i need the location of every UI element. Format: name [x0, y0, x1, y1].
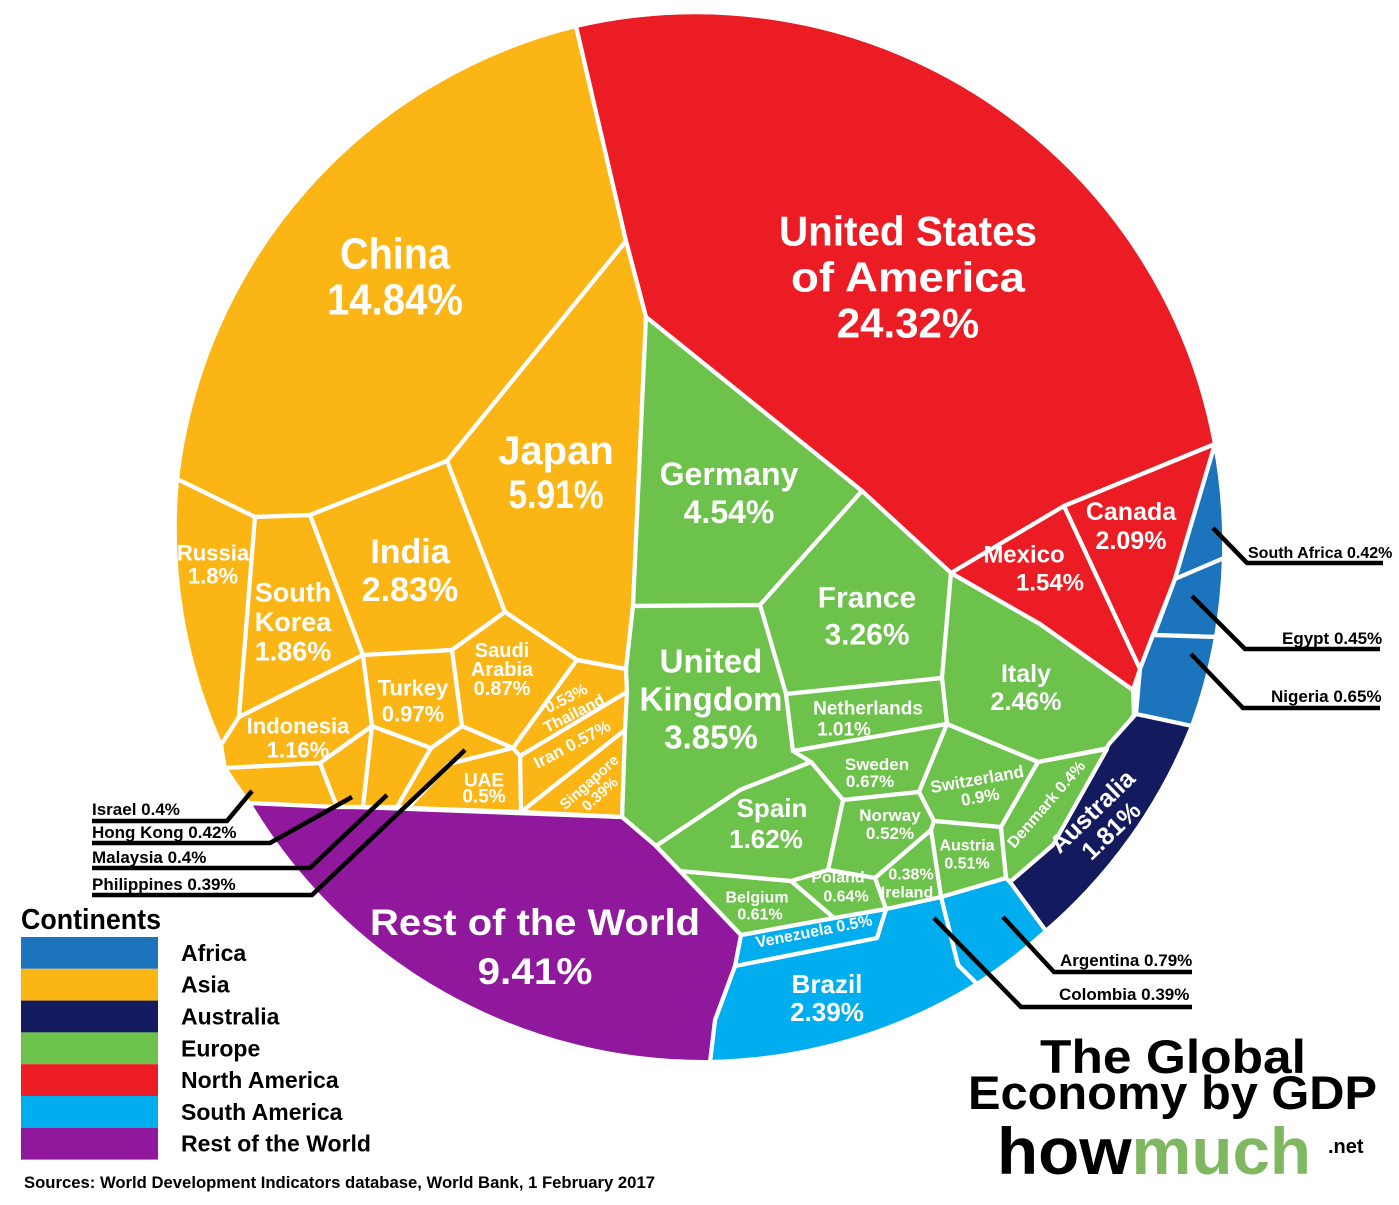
svg-text:0.52%: 0.52%	[866, 824, 914, 843]
svg-text:1.86%: 1.86%	[255, 637, 332, 667]
svg-text:North America: North America	[181, 1067, 339, 1093]
svg-text:Ireland: Ireland	[881, 885, 933, 902]
svg-text:Africa: Africa	[181, 940, 246, 966]
svg-text:4.54%: 4.54%	[684, 494, 775, 530]
svg-text:Austria: Austria	[939, 838, 994, 855]
svg-text:0.38%: 0.38%	[888, 867, 933, 884]
svg-text:Kingdom: Kingdom	[640, 681, 783, 718]
svg-text:France: France	[818, 582, 916, 615]
svg-text:.net: .net	[1328, 1136, 1364, 1158]
svg-text:Indonesia: Indonesia	[247, 714, 350, 739]
svg-text:United States: United States	[779, 208, 1037, 255]
svg-text:Spain: Spain	[737, 793, 808, 823]
svg-text:UAE: UAE	[464, 771, 504, 792]
svg-text:0.51%: 0.51%	[944, 856, 989, 873]
svg-text:Sources: World Development Ind: Sources: World Development Indicators da…	[24, 1173, 655, 1192]
svg-text:Europe: Europe	[181, 1035, 260, 1061]
svg-text:Egypt 0.45%: Egypt 0.45%	[1282, 629, 1382, 648]
svg-text:South Africa 0.42%: South Africa 0.42%	[1248, 545, 1392, 562]
svg-text:1.01%: 1.01%	[817, 720, 871, 741]
svg-text:Sweden: Sweden	[845, 755, 909, 774]
svg-text:0.67%: 0.67%	[846, 772, 894, 791]
svg-text:Norway: Norway	[859, 806, 921, 825]
svg-text:Nigeria 0.65%: Nigeria 0.65%	[1271, 687, 1382, 706]
svg-text:Netherlands: Netherlands	[813, 699, 923, 720]
svg-text:Brazil: Brazil	[792, 969, 863, 999]
svg-text:China: China	[340, 229, 450, 278]
svg-text:24.32%: 24.32%	[837, 300, 979, 347]
svg-text:5.91%: 5.91%	[509, 473, 604, 517]
svg-text:1.16%: 1.16%	[267, 738, 329, 763]
svg-text:South America: South America	[181, 1099, 343, 1125]
svg-text:Economy by GDP: Economy by GDP	[968, 1066, 1377, 1119]
svg-text:3.85%: 3.85%	[664, 719, 758, 756]
svg-text:0.87%: 0.87%	[474, 678, 531, 700]
svg-text:0.5%: 0.5%	[462, 787, 505, 808]
svg-text:Argentina 0.79%: Argentina 0.79%	[1060, 951, 1192, 970]
svg-text:1.62%: 1.62%	[729, 824, 803, 854]
svg-text:Turkey: Turkey	[378, 676, 449, 701]
svg-text:South: South	[255, 578, 331, 608]
svg-text:howmuch: howmuch	[997, 1114, 1311, 1188]
svg-text:Philippines 0.39%: Philippines 0.39%	[92, 875, 236, 894]
svg-text:United: United	[660, 643, 763, 680]
svg-text:Hong Kong 0.42%: Hong Kong 0.42%	[92, 823, 237, 842]
svg-text:3.26%: 3.26%	[824, 619, 909, 652]
svg-text:2.83%: 2.83%	[362, 571, 458, 609]
svg-text:The Global: The Global	[1040, 1030, 1306, 1083]
svg-text:2.39%: 2.39%	[790, 997, 864, 1027]
svg-text:Belgium: Belgium	[725, 890, 788, 907]
svg-text:Japan: Japan	[498, 429, 614, 473]
svg-text:Poland: Poland	[811, 870, 864, 887]
svg-text:Arabia: Arabia	[471, 659, 534, 681]
svg-text:Malaysia 0.4%: Malaysia 0.4%	[92, 848, 206, 867]
svg-text:Asia: Asia	[181, 972, 230, 998]
svg-text:Colombia 0.39%: Colombia 0.39%	[1059, 985, 1189, 1004]
svg-text:0.61%: 0.61%	[737, 907, 782, 924]
svg-text:Germany: Germany	[660, 456, 799, 492]
svg-text:Russia: Russia	[177, 541, 250, 566]
svg-text:9.41%: 9.41%	[478, 951, 593, 992]
svg-text:Continents: Continents	[21, 904, 161, 936]
svg-text:Rest of the World: Rest of the World	[181, 1131, 371, 1157]
svg-text:Saudi: Saudi	[475, 640, 529, 662]
svg-text:2.46%: 2.46%	[991, 688, 1062, 716]
svg-text:Israel 0.4%: Israel 0.4%	[92, 800, 180, 819]
svg-text:14.84%: 14.84%	[327, 275, 463, 324]
svg-text:0.97%: 0.97%	[382, 702, 444, 727]
svg-text:Australia: Australia	[181, 1004, 280, 1030]
svg-text:2.09%: 2.09%	[1096, 527, 1167, 555]
svg-text:1.8%: 1.8%	[188, 564, 238, 589]
svg-text:Mexico: Mexico	[983, 541, 1064, 568]
svg-text:Canada: Canada	[1086, 498, 1177, 526]
svg-text:Italy: Italy	[1001, 660, 1051, 688]
svg-text:of America: of America	[791, 254, 1026, 301]
svg-text:0.64%: 0.64%	[823, 889, 868, 906]
svg-text:Rest of the World: Rest of the World	[370, 902, 700, 943]
svg-text:India: India	[370, 533, 450, 571]
svg-text:Korea: Korea	[255, 607, 333, 637]
svg-text:1.54%: 1.54%	[1016, 569, 1084, 596]
